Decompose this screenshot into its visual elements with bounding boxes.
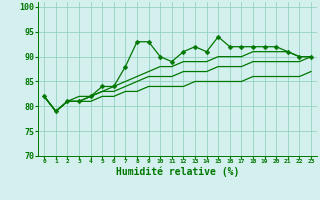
X-axis label: Humidité relative (%): Humidité relative (%) xyxy=(116,167,239,177)
